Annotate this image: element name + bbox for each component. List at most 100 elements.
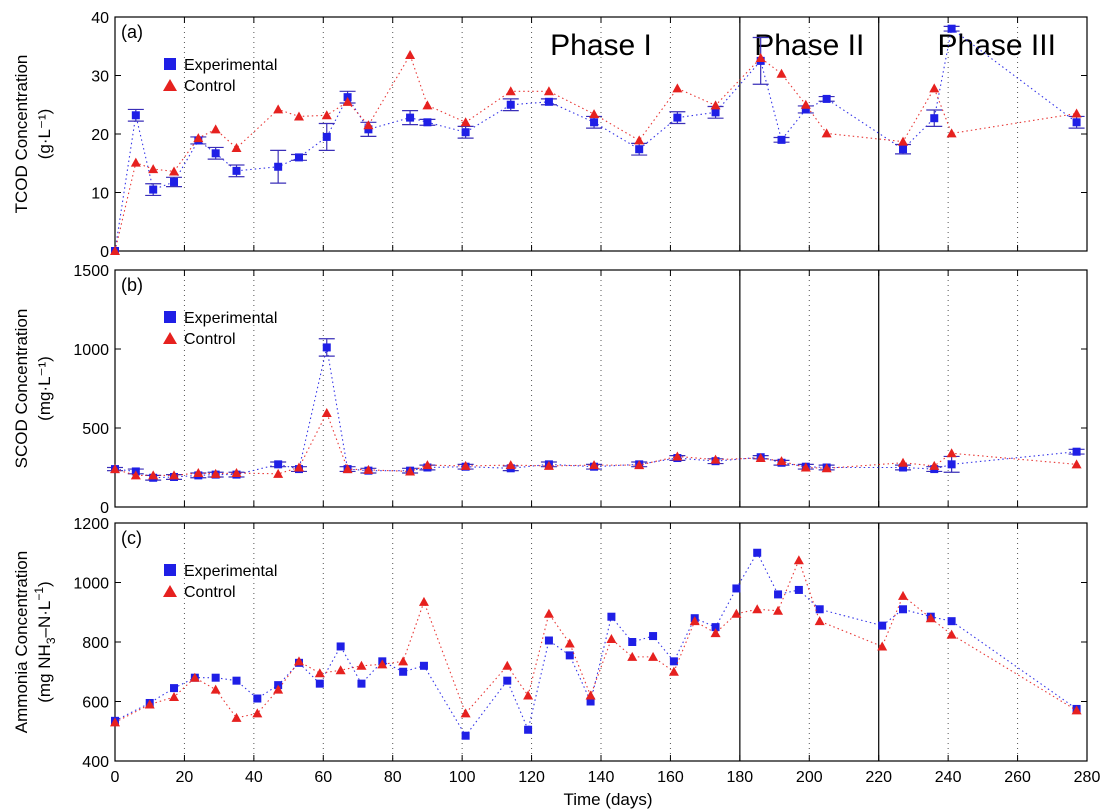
x-tick-label: 160 (657, 769, 684, 786)
x-tick-label: 100 (449, 769, 476, 786)
experimental-point (565, 651, 574, 660)
control-point (144, 699, 155, 709)
control-point (505, 86, 516, 96)
legend-experimental-label: Experimental (184, 310, 277, 327)
panel-c-ammonia: 400 600 800 1000 1200 0 20 40 60 80 100 120 140 160 18… (12, 516, 1100, 786)
control-point (405, 50, 416, 60)
control-point (543, 608, 554, 618)
control-point (877, 641, 888, 651)
control-point (710, 628, 721, 638)
control-point (898, 136, 909, 146)
control-point (773, 605, 784, 615)
control-point (821, 128, 832, 138)
experimental-point (711, 623, 720, 632)
legend-experimental-marker (164, 564, 176, 576)
experimental-point (322, 132, 331, 141)
experimental-point (899, 463, 908, 472)
control-point (627, 651, 638, 661)
control-point (231, 712, 242, 722)
control-point (189, 672, 200, 682)
legend-control-label: Control (184, 584, 236, 601)
control-point (210, 468, 221, 478)
panel-label: (c) (121, 528, 142, 548)
legend-control-label: Control (184, 78, 236, 95)
control-point (776, 456, 787, 466)
x-tick-label: 240 (935, 769, 962, 786)
experimental-point (822, 94, 831, 103)
experimental-point (544, 636, 553, 645)
legend-control-marker (163, 79, 177, 91)
legend-control-label: Control (184, 331, 236, 348)
control-point (543, 460, 554, 470)
control-point (648, 651, 659, 661)
control-point (523, 690, 534, 700)
control-point (946, 448, 957, 458)
y-tick-label: 500 (82, 421, 109, 438)
y-tick-label: 400 (82, 754, 109, 771)
y-axis-unit-part: ) (35, 581, 54, 587)
control-point (342, 464, 353, 474)
experimental-point (461, 731, 470, 740)
control-point (398, 656, 409, 666)
control-point (634, 460, 645, 470)
control-point (589, 109, 600, 119)
experimental-point (753, 548, 762, 557)
control-point (231, 468, 242, 478)
control-point (689, 616, 700, 626)
control-point (293, 656, 304, 666)
x-tick-label: 120 (518, 769, 545, 786)
experimental-point (899, 145, 908, 154)
experimental-point (628, 638, 637, 646)
control-point (502, 660, 513, 670)
y-axis-unit-part: −1 (32, 587, 46, 601)
y-tick-label: 40 (91, 10, 109, 27)
experimental-point (544, 97, 553, 106)
control-point (505, 460, 516, 470)
control-point (418, 596, 429, 606)
control-point (543, 86, 554, 96)
control-point (460, 708, 471, 718)
control-point (169, 166, 180, 176)
control-point (589, 460, 600, 470)
experimental-point (590, 118, 599, 127)
legend-experimental-marker (164, 58, 176, 70)
experimental-point (794, 585, 803, 594)
experimental-point (315, 679, 324, 688)
experimental-point (947, 24, 956, 33)
experimental-point (586, 697, 595, 706)
y-tick-label: 800 (82, 635, 109, 652)
y-axis-title: Ammonia Concentration (12, 551, 31, 733)
experimental-point (801, 105, 810, 114)
control-point (710, 454, 721, 464)
experimental-point (274, 162, 283, 171)
experimental-point (399, 667, 408, 676)
control-point (814, 616, 825, 626)
x-tick-label: 220 (865, 769, 892, 786)
y-axis-unit: (mg NH3–N·L−1) (32, 581, 58, 702)
control-point (821, 463, 832, 473)
y-tick-label: 30 (91, 69, 109, 86)
control-series-line (114, 411, 1077, 476)
control-point (755, 52, 766, 62)
experimental-series-line (114, 347, 1077, 479)
control-point (800, 99, 811, 109)
control-point (1071, 108, 1082, 118)
control-point (422, 460, 433, 470)
control-point (110, 464, 120, 474)
control-point (1071, 459, 1082, 469)
y-tick-label: 1000 (73, 342, 109, 359)
control-point (169, 470, 180, 480)
y-axis-unit-part: 3 (44, 637, 58, 644)
control-point (606, 634, 617, 644)
x-tick-label: 280 (1074, 769, 1100, 786)
experimental-point (607, 612, 616, 621)
y-tick-label: 10 (91, 186, 109, 203)
experimental-point (947, 460, 956, 469)
experimental-point (503, 676, 512, 685)
control-point (314, 668, 325, 678)
control-point (405, 466, 416, 476)
control-point (130, 470, 141, 480)
experimental-point (211, 149, 220, 158)
y-tick-label: 1000 (73, 576, 109, 593)
